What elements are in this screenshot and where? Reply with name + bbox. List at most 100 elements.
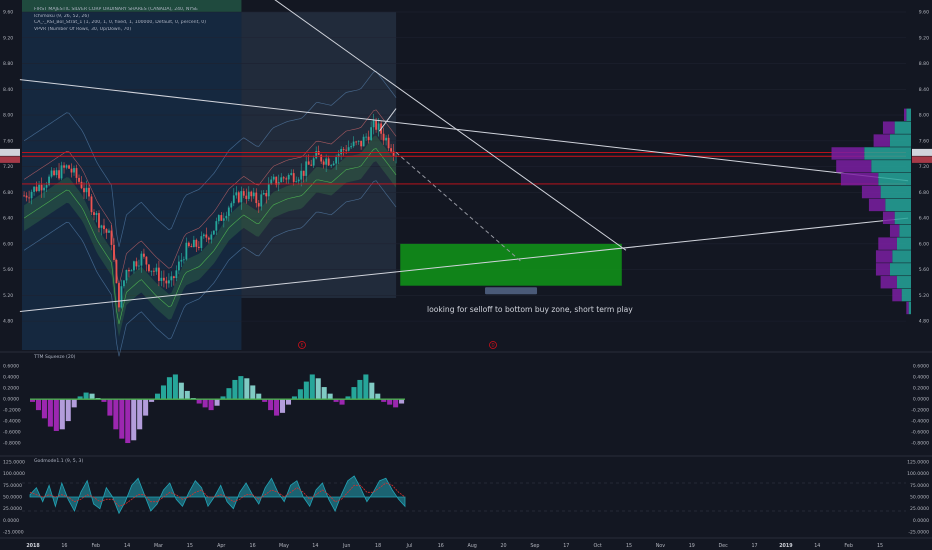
volume-profile-up <box>889 263 911 276</box>
candle-body <box>272 176 275 180</box>
squeeze-y-tick-left: -0.6000 <box>3 430 21 436</box>
squeeze-bar <box>113 399 119 430</box>
candle-body <box>83 188 85 193</box>
candle-body <box>257 203 260 207</box>
candle-body <box>382 133 385 141</box>
volume-profile-up <box>896 276 911 289</box>
y-tick-label-left: 4.80 <box>3 319 13 325</box>
squeeze-bar <box>232 379 238 400</box>
squeeze-bar <box>321 387 327 400</box>
squeeze-bar <box>107 399 113 416</box>
squeeze-y-tick-left: -0.2000 <box>3 408 21 414</box>
y-tick-label-left: 7.60 <box>3 138 13 144</box>
candle-body <box>352 141 355 147</box>
candle-body <box>170 276 173 281</box>
godmode-y-tick-left: 100.0000 <box>3 471 25 477</box>
godmode-y-tick-left: 75.0000 <box>3 483 22 489</box>
candle-body <box>315 151 318 159</box>
squeeze-bar <box>297 389 303 400</box>
candle-body <box>222 218 225 221</box>
trend-line-3 <box>274 0 627 251</box>
ichimoku-cloud <box>24 135 397 337</box>
godmode-y-tick-left: 125.0000 <box>3 460 25 466</box>
squeeze-bar <box>196 399 202 404</box>
candle-body <box>212 230 215 235</box>
godmode-y-tick-right: 100.0000 <box>907 471 929 477</box>
volume-profile-down <box>903 108 907 121</box>
candle-body <box>85 187 88 193</box>
squeeze-bar <box>250 385 256 400</box>
squeeze-bar <box>83 392 89 400</box>
squeeze-bar <box>137 399 143 430</box>
ichimoku-lagging <box>23 148 397 325</box>
volume-profile-up <box>899 224 911 237</box>
candle-body <box>40 184 43 191</box>
candle-body <box>113 244 115 260</box>
candle-body <box>65 165 68 168</box>
event-marker-circle <box>489 341 497 349</box>
highlight-strip <box>22 0 242 12</box>
candle-body <box>90 196 93 213</box>
candle-body <box>217 215 220 222</box>
shaded-date-range <box>22 12 242 350</box>
x-tick-label: 17 <box>563 543 569 549</box>
candle-body <box>302 170 305 176</box>
volume-profile-up <box>906 108 911 121</box>
volume-profile-down <box>836 160 872 173</box>
trend-line-2 <box>19 217 909 312</box>
squeeze-bar <box>160 385 167 400</box>
y-tick-label-right: 7.60 <box>919 138 929 144</box>
candle-body <box>95 213 98 215</box>
candle-body <box>215 221 218 231</box>
squeeze-y-tick-right: 0.2000 <box>913 386 929 392</box>
x-tick-label: 15 <box>187 543 193 549</box>
candle-body <box>38 184 40 192</box>
volume-profile-up <box>871 160 911 173</box>
candle-body <box>153 270 155 272</box>
x-tick-label: 14 <box>312 543 318 549</box>
shaded-price-range <box>241 12 397 298</box>
squeeze-bar <box>208 399 214 411</box>
candle-body <box>80 181 83 189</box>
candle-body <box>135 261 138 267</box>
volume-profile-down <box>875 250 893 263</box>
squeeze-bar <box>244 378 250 400</box>
candle-body <box>305 161 308 176</box>
candle-body <box>43 187 45 191</box>
candle-body <box>180 259 183 262</box>
squeeze-bar <box>315 378 321 400</box>
volume-profile-up <box>889 134 911 147</box>
squeeze-bar <box>47 399 53 427</box>
x-tick-label: May <box>279 543 289 549</box>
candle-body <box>53 170 55 176</box>
squeeze-bar <box>41 399 47 419</box>
squeeze-bar <box>53 399 59 431</box>
volume-profile-up <box>894 211 911 225</box>
candle-body <box>332 163 335 166</box>
y-tick-label-right: 5.20 <box>919 293 929 299</box>
candle-body <box>68 165 70 169</box>
squeeze-bar <box>351 387 357 400</box>
squeeze-bar <box>256 393 262 400</box>
y-tick-label-left: 6.80 <box>3 190 13 196</box>
y-tick-label-left: 5.20 <box>3 293 13 299</box>
candle-body <box>372 120 375 128</box>
candle-body <box>175 270 178 279</box>
squeeze-bar <box>363 374 369 400</box>
candle-body <box>48 176 50 186</box>
x-tick-label: Nov <box>656 543 666 549</box>
squeeze-y-tick-left: 0.0000 <box>3 397 19 403</box>
y-tick-label-right: 8.00 <box>919 113 929 119</box>
candle-body <box>155 267 158 272</box>
squeeze-bar <box>131 399 137 441</box>
candle-body <box>167 280 170 284</box>
candle-body <box>242 191 245 196</box>
candle-body <box>322 161 325 165</box>
candle-body <box>337 154 340 158</box>
candle-body <box>245 195 248 199</box>
candle-body <box>110 230 113 245</box>
volume-profile-up <box>880 185 911 199</box>
volume-profile-down <box>882 121 895 134</box>
x-tick-label: Sep <box>530 543 539 549</box>
